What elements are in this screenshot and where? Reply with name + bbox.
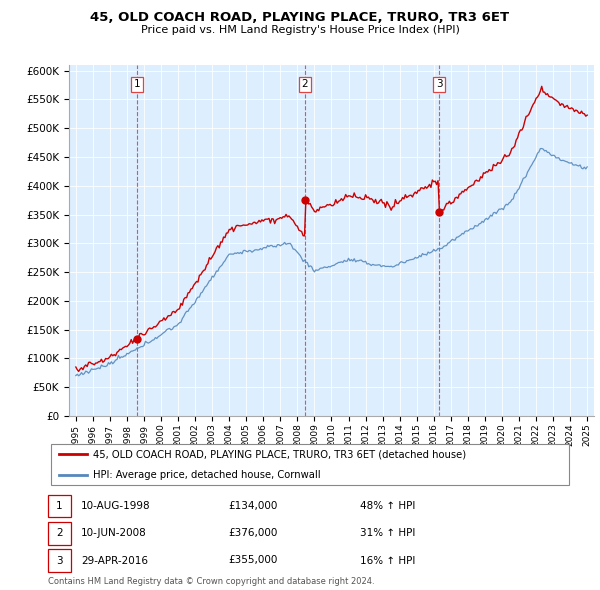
Text: £376,000: £376,000 [228, 529, 277, 538]
Text: 3: 3 [436, 79, 443, 89]
Text: 45, OLD COACH ROAD, PLAYING PLACE, TRURO, TR3 6ET (detached house): 45, OLD COACH ROAD, PLAYING PLACE, TRURO… [92, 450, 466, 460]
Text: HPI: Average price, detached house, Cornwall: HPI: Average price, detached house, Corn… [92, 470, 320, 480]
Text: Price paid vs. HM Land Registry's House Price Index (HPI): Price paid vs. HM Land Registry's House … [140, 25, 460, 35]
Text: £355,000: £355,000 [228, 556, 277, 565]
Text: 10-JUN-2008: 10-JUN-2008 [81, 529, 147, 538]
Text: £134,000: £134,000 [228, 502, 277, 511]
Text: Contains HM Land Registry data © Crown copyright and database right 2024.: Contains HM Land Registry data © Crown c… [48, 577, 374, 586]
Text: 1: 1 [56, 502, 63, 511]
Text: 31% ↑ HPI: 31% ↑ HPI [360, 529, 415, 538]
Text: 29-APR-2016: 29-APR-2016 [81, 556, 148, 565]
Text: 2: 2 [56, 529, 63, 538]
Text: 10-AUG-1998: 10-AUG-1998 [81, 502, 151, 511]
Text: 2: 2 [302, 79, 308, 89]
Text: 3: 3 [56, 556, 63, 565]
Text: 48% ↑ HPI: 48% ↑ HPI [360, 502, 415, 511]
Text: 45, OLD COACH ROAD, PLAYING PLACE, TRURO, TR3 6ET: 45, OLD COACH ROAD, PLAYING PLACE, TRURO… [91, 11, 509, 24]
Text: 16% ↑ HPI: 16% ↑ HPI [360, 556, 415, 565]
Text: 1: 1 [134, 79, 140, 89]
FancyBboxPatch shape [50, 444, 569, 486]
